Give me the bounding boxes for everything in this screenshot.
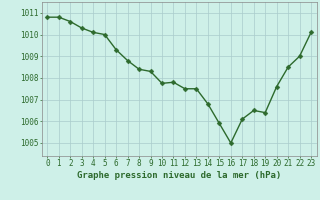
X-axis label: Graphe pression niveau de la mer (hPa): Graphe pression niveau de la mer (hPa): [77, 171, 281, 180]
